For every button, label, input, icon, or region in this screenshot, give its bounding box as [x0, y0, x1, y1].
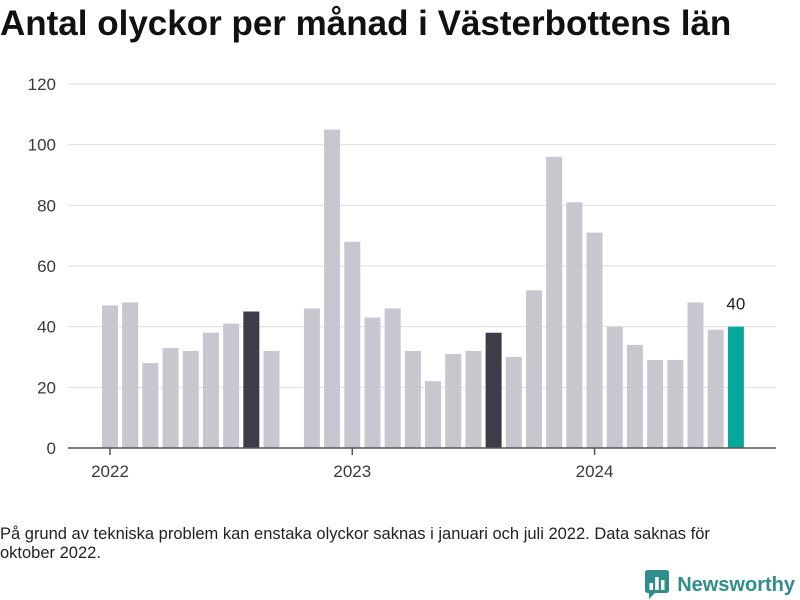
brand-logo: Newsworthy	[645, 570, 795, 599]
bar-2022-02	[122, 302, 139, 448]
bar-2023-02	[364, 317, 381, 448]
bar-chart: 0 20 40 60 80 100 120 2022 2023 2024 40	[28, 75, 776, 481]
gridlines	[68, 83, 776, 388]
bar-2023-08	[485, 332, 502, 448]
bar-2023-10	[525, 290, 542, 448]
x-tick-label: 2024	[576, 462, 614, 481]
bar-2023-09	[505, 357, 522, 448]
bar-2024-03	[626, 344, 643, 448]
bar-2024-01	[586, 232, 603, 448]
x-tick-label: 2022	[91, 462, 129, 481]
chart-title: Antal olyckor per månad i Västerbottens …	[0, 4, 732, 43]
bar-2024-06	[687, 302, 704, 448]
y-tick-label: 100	[28, 136, 56, 155]
bar-2022-06	[202, 332, 219, 448]
bar-2022-04	[162, 347, 179, 448]
y-tick-label: 80	[37, 196, 56, 215]
bar-2024-08	[727, 326, 744, 448]
bar-2022-09	[263, 350, 280, 448]
bar-2023-05	[425, 381, 442, 448]
data-labels: 40	[726, 295, 745, 314]
y-tick-label: 40	[37, 318, 56, 337]
bar-2022-03	[142, 363, 159, 448]
footnote: På grund av tekniska problem kan enstaka…	[0, 525, 710, 562]
bar-2024-04	[647, 360, 664, 448]
data-label: 40	[726, 295, 745, 314]
bar-2022-01	[102, 305, 118, 448]
y-tick-label: 60	[37, 257, 56, 276]
bar-2023-04	[404, 350, 421, 448]
bar-2024-07	[707, 329, 724, 448]
bar-2022-11	[303, 308, 320, 448]
bar-2022-05	[182, 350, 199, 448]
brand-name: Newsworthy	[677, 573, 795, 596]
bar-2023-01	[344, 241, 361, 448]
bar-2023-12	[566, 202, 583, 448]
bar-2022-12	[324, 129, 341, 448]
bar-2023-03	[384, 308, 401, 448]
bar-2022-08	[243, 311, 260, 448]
bar-2024-02	[606, 326, 623, 448]
x-tick-label: 2023	[333, 462, 371, 481]
bar-2023-11	[546, 156, 563, 449]
y-tick-label: 20	[37, 378, 56, 397]
bar-2024-05	[667, 360, 684, 448]
bar-2023-06	[445, 353, 462, 448]
y-tick-label: 0	[47, 439, 56, 458]
axes: 0 20 40 60 80 100 120 2022 2023 2024	[28, 75, 776, 481]
bar-2022-07	[223, 323, 240, 448]
newsworthy-logo-icon	[645, 570, 670, 599]
bar-2023-07	[465, 350, 482, 448]
bars	[102, 129, 744, 449]
y-tick-label: 120	[28, 75, 56, 94]
